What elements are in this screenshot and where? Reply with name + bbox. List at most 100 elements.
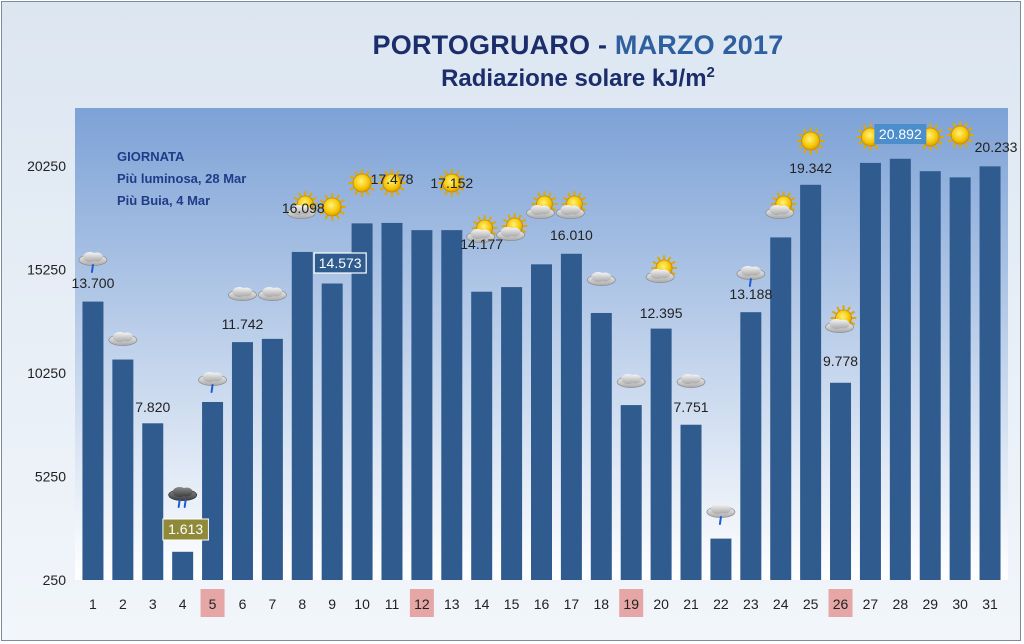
bar-day-14 — [471, 291, 493, 580]
bar-day-24 — [770, 237, 792, 581]
sun-cloud-icon — [825, 305, 857, 333]
x-tick-label: 20 — [653, 596, 669, 612]
bar-day-31 — [979, 166, 1001, 580]
x-axis: 1 2 3 4 5 6 7 8 9 10 11 12 13 14 15 16 17 18 19 20 21 22 23 24 2… — [89, 589, 998, 617]
bar-day-8 — [291, 251, 313, 580]
x-tick-label: 1 — [89, 596, 97, 612]
bar-day-10 — [351, 223, 373, 580]
bar-day-4 — [172, 551, 194, 580]
subtitle-text: Radiazione solare kJ/m — [441, 65, 707, 92]
cloud-drizzle-icon — [78, 252, 108, 273]
data-labels: 13.700 7.820 1.613 11.742 16.098 14.573 17.478… — [72, 124, 1018, 541]
x-tick-label: 8 — [298, 596, 306, 612]
x-tick-label: 31 — [982, 596, 998, 612]
sun-cloud-icon — [556, 191, 588, 219]
x-highlight-day-26 — [828, 589, 853, 617]
sun-icon — [318, 193, 347, 221]
sun-icon — [946, 121, 975, 149]
x-tick-label: 2 — [119, 596, 127, 612]
bar-day-16 — [531, 264, 552, 580]
bar-series — [82, 158, 1001, 581]
y-tick-label: 250 — [43, 572, 67, 588]
bar-day-18 — [590, 312, 612, 580]
x-highlight-day-5 — [200, 589, 225, 617]
x-tick-label: 10 — [354, 596, 370, 612]
title-separator: - — [597, 30, 608, 60]
x-tick-label: 4 — [179, 596, 187, 612]
bar-day-27 — [859, 162, 881, 580]
sun-cloud-icon — [466, 215, 498, 243]
bar-day-25 — [800, 184, 822, 580]
x-tick-label: 11 — [385, 596, 400, 612]
bar-day-6 — [231, 342, 253, 580]
data-label-day-17: 16.010 — [550, 227, 593, 243]
y-axis: 250 5250 10250 15250 20250 — [27, 158, 66, 588]
bar-day-26 — [830, 382, 852, 580]
x-tick-label: 19 — [623, 596, 639, 612]
chart-title: PORTOGRUARO - MARZO 2017 — [2, 30, 1024, 61]
sun-cloud-icon — [286, 191, 319, 219]
x-tick-label: 14 — [474, 596, 490, 612]
x-tick-label: 21 — [683, 596, 699, 612]
x-tick-label: 5 — [209, 596, 217, 612]
cloud-drizzle-icon — [198, 372, 227, 393]
data-label-day-6: 11.742 — [222, 316, 264, 332]
x-tick-label: 13 — [444, 596, 460, 612]
x-tick-label: 12 — [414, 596, 430, 612]
y-tick-label: 5250 — [35, 469, 66, 485]
data-label-day-3: 7.820 — [135, 399, 170, 415]
max-label-box — [874, 124, 927, 144]
sun-icon — [348, 169, 377, 197]
x-tick-label: 27 — [863, 596, 879, 612]
data-label-day-21: 7.751 — [673, 399, 708, 415]
x-tick-label: 3 — [149, 596, 157, 612]
info-darkest: Più Buia, 4 Mar — [117, 193, 211, 208]
bar-day-19 — [620, 405, 642, 580]
cloud-icon — [108, 332, 138, 346]
title-month: MARZO 2017 — [614, 30, 784, 60]
sun-cloud-icon — [765, 191, 797, 219]
x-tick-label: 22 — [713, 596, 729, 612]
title-station: PORTOGRUARO — [372, 30, 591, 60]
data-label-day-26: 9.778 — [823, 353, 858, 369]
info-box: GIORNATA Più luminosa, 28 Mar Più Buia, … — [117, 146, 246, 212]
sun-cloud-icon — [645, 255, 678, 283]
y-tick-label: 20250 — [27, 158, 66, 174]
subtitle-superscript: 2 — [706, 64, 715, 81]
min-label-box — [162, 518, 209, 541]
x-tick-label: 18 — [594, 596, 610, 612]
data-label-box — [313, 252, 367, 274]
cloud-drizzle-icon — [736, 266, 766, 287]
data-label-day-14: 14.177 — [460, 236, 503, 252]
bar-day-13 — [441, 230, 463, 580]
bar-day-29 — [919, 171, 941, 581]
bar-day-7 — [261, 338, 283, 580]
x-tick-label: 23 — [743, 596, 759, 612]
bar-day-1 — [82, 301, 104, 580]
data-label-day-9: 14.573 — [319, 255, 362, 271]
cloud-icon — [616, 374, 646, 388]
bar-day-3 — [142, 423, 164, 580]
x-highlight-day-12 — [409, 589, 434, 617]
x-tick-label: 24 — [773, 596, 789, 612]
sun-cloud-icon — [496, 213, 528, 241]
bar-day-2 — [112, 359, 134, 580]
cloud-drizzle-icon — [706, 504, 736, 525]
bar-day-30 — [949, 177, 971, 580]
data-label-day-20: 12.395 — [640, 305, 683, 321]
cloud-icon — [228, 287, 257, 301]
data-label-day-4: 1.613 — [168, 521, 203, 537]
bar-day-5 — [202, 401, 224, 580]
data-label-day-8: 16.098 — [282, 200, 325, 216]
info-brightest: Più luminosa, 28 Mar — [117, 171, 247, 186]
cloud-icon — [676, 374, 706, 388]
x-tick-label: 25 — [803, 596, 819, 612]
x-highlight-day-19 — [619, 589, 644, 617]
cloud-rain-icon — [168, 487, 198, 508]
bar-day-20 — [650, 328, 672, 580]
x-tick-label: 16 — [534, 596, 550, 612]
data-label-day-31: 20.233 — [975, 139, 1018, 155]
data-label-day-11: 17.478 — [371, 171, 414, 187]
bar-day-15 — [501, 287, 523, 580]
bar-day-9 — [321, 283, 343, 580]
